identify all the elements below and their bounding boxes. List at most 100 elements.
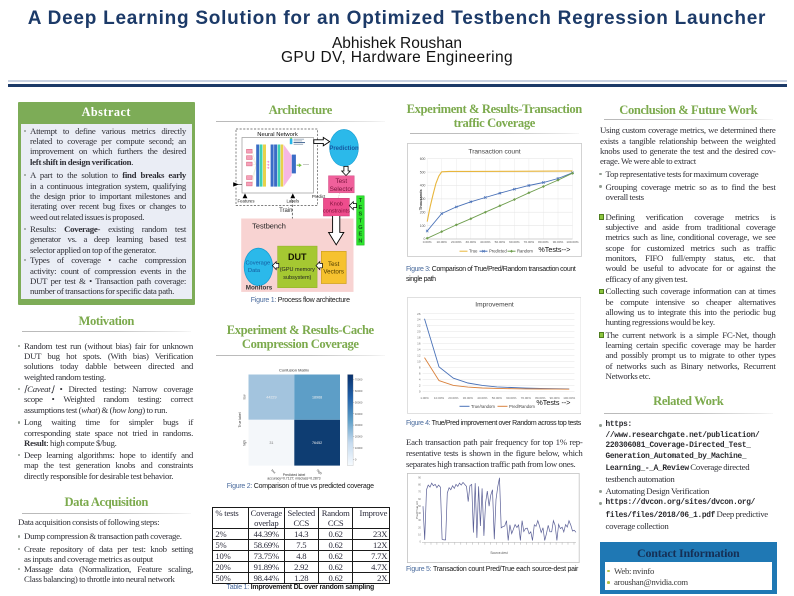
svg-text:20: 20 bbox=[418, 525, 421, 529]
svg-text:44229: 44229 bbox=[266, 396, 276, 400]
svg-text:400: 400 bbox=[419, 184, 425, 188]
svg-text:Train: Train bbox=[279, 208, 292, 214]
svg-text:70: 70 bbox=[418, 490, 421, 494]
svg-text:True: True bbox=[469, 249, 478, 254]
svg-text:Coverage: Coverage bbox=[245, 261, 270, 267]
svg-text:S: S bbox=[359, 212, 363, 218]
svg-text:20000: 20000 bbox=[355, 435, 363, 439]
svg-text:60: 60 bbox=[418, 497, 421, 501]
svg-text:20.00%: 20.00% bbox=[451, 240, 462, 244]
svg-text:Vectors: Vectors bbox=[323, 269, 344, 276]
svg-text:100.00%: 100.00% bbox=[566, 240, 578, 244]
svg-text:50000: 50000 bbox=[355, 400, 363, 404]
svg-text:76452: 76452 bbox=[312, 441, 322, 445]
svg-text:0: 0 bbox=[420, 539, 422, 543]
svg-text:200: 200 bbox=[419, 211, 425, 215]
svg-text:Features: Features bbox=[238, 199, 255, 204]
svg-text:Test: Test bbox=[335, 178, 347, 185]
svg-text:Source-dest: Source-dest bbox=[490, 551, 507, 555]
svg-text:40000: 40000 bbox=[355, 412, 363, 416]
svg-text:60.00%: 60.00% bbox=[506, 396, 517, 400]
svg-text:90: 90 bbox=[418, 476, 421, 480]
svg-text:60.00%: 60.00% bbox=[509, 240, 520, 244]
svg-text:accuracy=0.7127; misclass=0.28: accuracy=0.7127; misclass=0.2873 bbox=[267, 477, 320, 481]
svg-text:Pred/Random: Pred/Random bbox=[509, 404, 535, 409]
svg-text:6: 6 bbox=[418, 372, 420, 376]
svg-text:10000: 10000 bbox=[355, 446, 363, 450]
svg-text:80.00%: 80.00% bbox=[535, 396, 546, 400]
svg-text:20: 20 bbox=[417, 330, 421, 334]
svg-text:Selector: Selector bbox=[330, 186, 354, 193]
svg-text:10: 10 bbox=[418, 532, 421, 536]
svg-text:Transaction count: Transaction count bbox=[468, 149, 520, 156]
svg-text:Confusion Matrix: Confusion Matrix bbox=[279, 368, 309, 373]
svg-text:50: 50 bbox=[418, 504, 421, 508]
svg-text:0: 0 bbox=[418, 390, 420, 394]
svg-text:Test: Test bbox=[328, 261, 340, 268]
svg-text:Improvement: Improvement bbox=[475, 302, 514, 309]
svg-text:60000: 60000 bbox=[355, 389, 363, 393]
svg-text:E: E bbox=[359, 232, 363, 238]
svg-text:100.00%: 100.00% bbox=[563, 396, 575, 400]
svg-text:24: 24 bbox=[417, 318, 421, 322]
svg-text:(GPU memory: (GPU memory bbox=[280, 267, 315, 273]
svg-text:True/random: True/random bbox=[471, 404, 495, 409]
svg-text:Predict: Predict bbox=[312, 194, 326, 199]
svg-text:50.00%: 50.00% bbox=[491, 396, 502, 400]
svg-text:500: 500 bbox=[419, 171, 425, 175]
svg-text:70000: 70000 bbox=[355, 378, 363, 382]
svg-text:18968: 18968 bbox=[312, 396, 322, 400]
svg-text:40: 40 bbox=[418, 511, 421, 515]
svg-text:40.00%: 40.00% bbox=[477, 396, 488, 400]
svg-text:Neural Network: Neural Network bbox=[257, 132, 298, 138]
svg-text:True label: True label bbox=[238, 412, 242, 427]
svg-text:12: 12 bbox=[417, 354, 421, 358]
svg-text:70.00%: 70.00% bbox=[520, 396, 531, 400]
svg-text:T: T bbox=[359, 198, 363, 204]
svg-text:20.00%: 20.00% bbox=[448, 396, 459, 400]
svg-text:31: 31 bbox=[269, 441, 273, 445]
svg-text:E: E bbox=[359, 205, 363, 211]
svg-text:Prediction: Prediction bbox=[329, 146, 359, 152]
svg-text:low: low bbox=[270, 468, 277, 475]
svg-text:constraints: constraints bbox=[323, 209, 350, 215]
svg-text:Knob: Knob bbox=[330, 202, 343, 208]
svg-text:18: 18 bbox=[417, 336, 421, 340]
svg-text:T: T bbox=[359, 218, 363, 224]
svg-text:80: 80 bbox=[418, 483, 421, 487]
svg-text:50.00%: 50.00% bbox=[494, 240, 505, 244]
svg-text:30.00%: 30.00% bbox=[465, 240, 476, 244]
svg-text:0.00%: 0.00% bbox=[422, 240, 431, 244]
svg-text:80.00%: 80.00% bbox=[538, 240, 549, 244]
svg-text:N: N bbox=[358, 238, 362, 244]
svg-text:100: 100 bbox=[419, 224, 425, 228]
svg-text:0: 0 bbox=[355, 457, 357, 461]
svg-text:4: 4 bbox=[418, 378, 420, 382]
svg-text:16: 16 bbox=[417, 342, 421, 346]
svg-text:10.00%: 10.00% bbox=[433, 396, 444, 400]
svg-text:70.00%: 70.00% bbox=[523, 240, 534, 244]
svg-text:2: 2 bbox=[418, 384, 420, 388]
svg-text:26: 26 bbox=[417, 312, 421, 316]
svg-text:30: 30 bbox=[418, 518, 421, 522]
svg-text:30000: 30000 bbox=[355, 423, 363, 427]
svg-text:40.00%: 40.00% bbox=[480, 240, 491, 244]
svg-text:Thousands: Thousands bbox=[418, 190, 423, 211]
svg-text:low: low bbox=[243, 394, 247, 399]
svg-text:Predicted label: Predicted label bbox=[283, 473, 306, 477]
svg-text:high: high bbox=[243, 440, 247, 446]
svg-text:0: 0 bbox=[423, 237, 425, 241]
svg-text:600: 600 bbox=[419, 157, 425, 161]
svg-text:high: high bbox=[316, 468, 323, 475]
svg-text:Labels: Labels bbox=[286, 199, 299, 204]
svg-text:Predicted: Predicted bbox=[489, 249, 507, 254]
svg-text:Testbench: Testbench bbox=[252, 222, 286, 231]
svg-text:90.00%: 90.00% bbox=[549, 396, 560, 400]
svg-text:Monitors: Monitors bbox=[246, 285, 273, 292]
svg-text:1.00%: 1.00% bbox=[420, 396, 429, 400]
svg-text:8: 8 bbox=[418, 366, 420, 370]
svg-text:G: G bbox=[358, 225, 362, 231]
svg-text:Data: Data bbox=[248, 268, 261, 274]
svg-text:%Tests -->: %Tests --> bbox=[536, 398, 570, 407]
svg-text:Pred/True cnt: Pred/True cnt bbox=[415, 501, 419, 519]
